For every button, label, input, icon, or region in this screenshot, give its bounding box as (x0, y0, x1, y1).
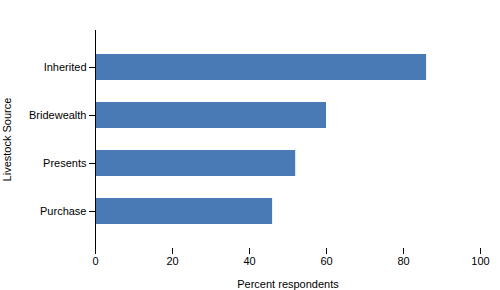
svg-text:0: 0 (92, 255, 98, 267)
svg-text:100: 100 (471, 255, 489, 267)
svg-text:60: 60 (320, 255, 332, 267)
svg-text:20: 20 (166, 255, 178, 267)
svg-text:80: 80 (397, 255, 409, 267)
svg-text:Percent respondents: Percent respondents (237, 278, 339, 290)
svg-text:Bridewealth: Bridewealth (29, 109, 86, 121)
svg-text:40: 40 (243, 255, 255, 267)
svg-text:Inherited: Inherited (44, 61, 87, 73)
svg-text:Purchase: Purchase (40, 205, 86, 217)
svg-text:Livestock Source: Livestock Source (1, 98, 13, 182)
svg-text:Presents: Presents (43, 157, 87, 169)
